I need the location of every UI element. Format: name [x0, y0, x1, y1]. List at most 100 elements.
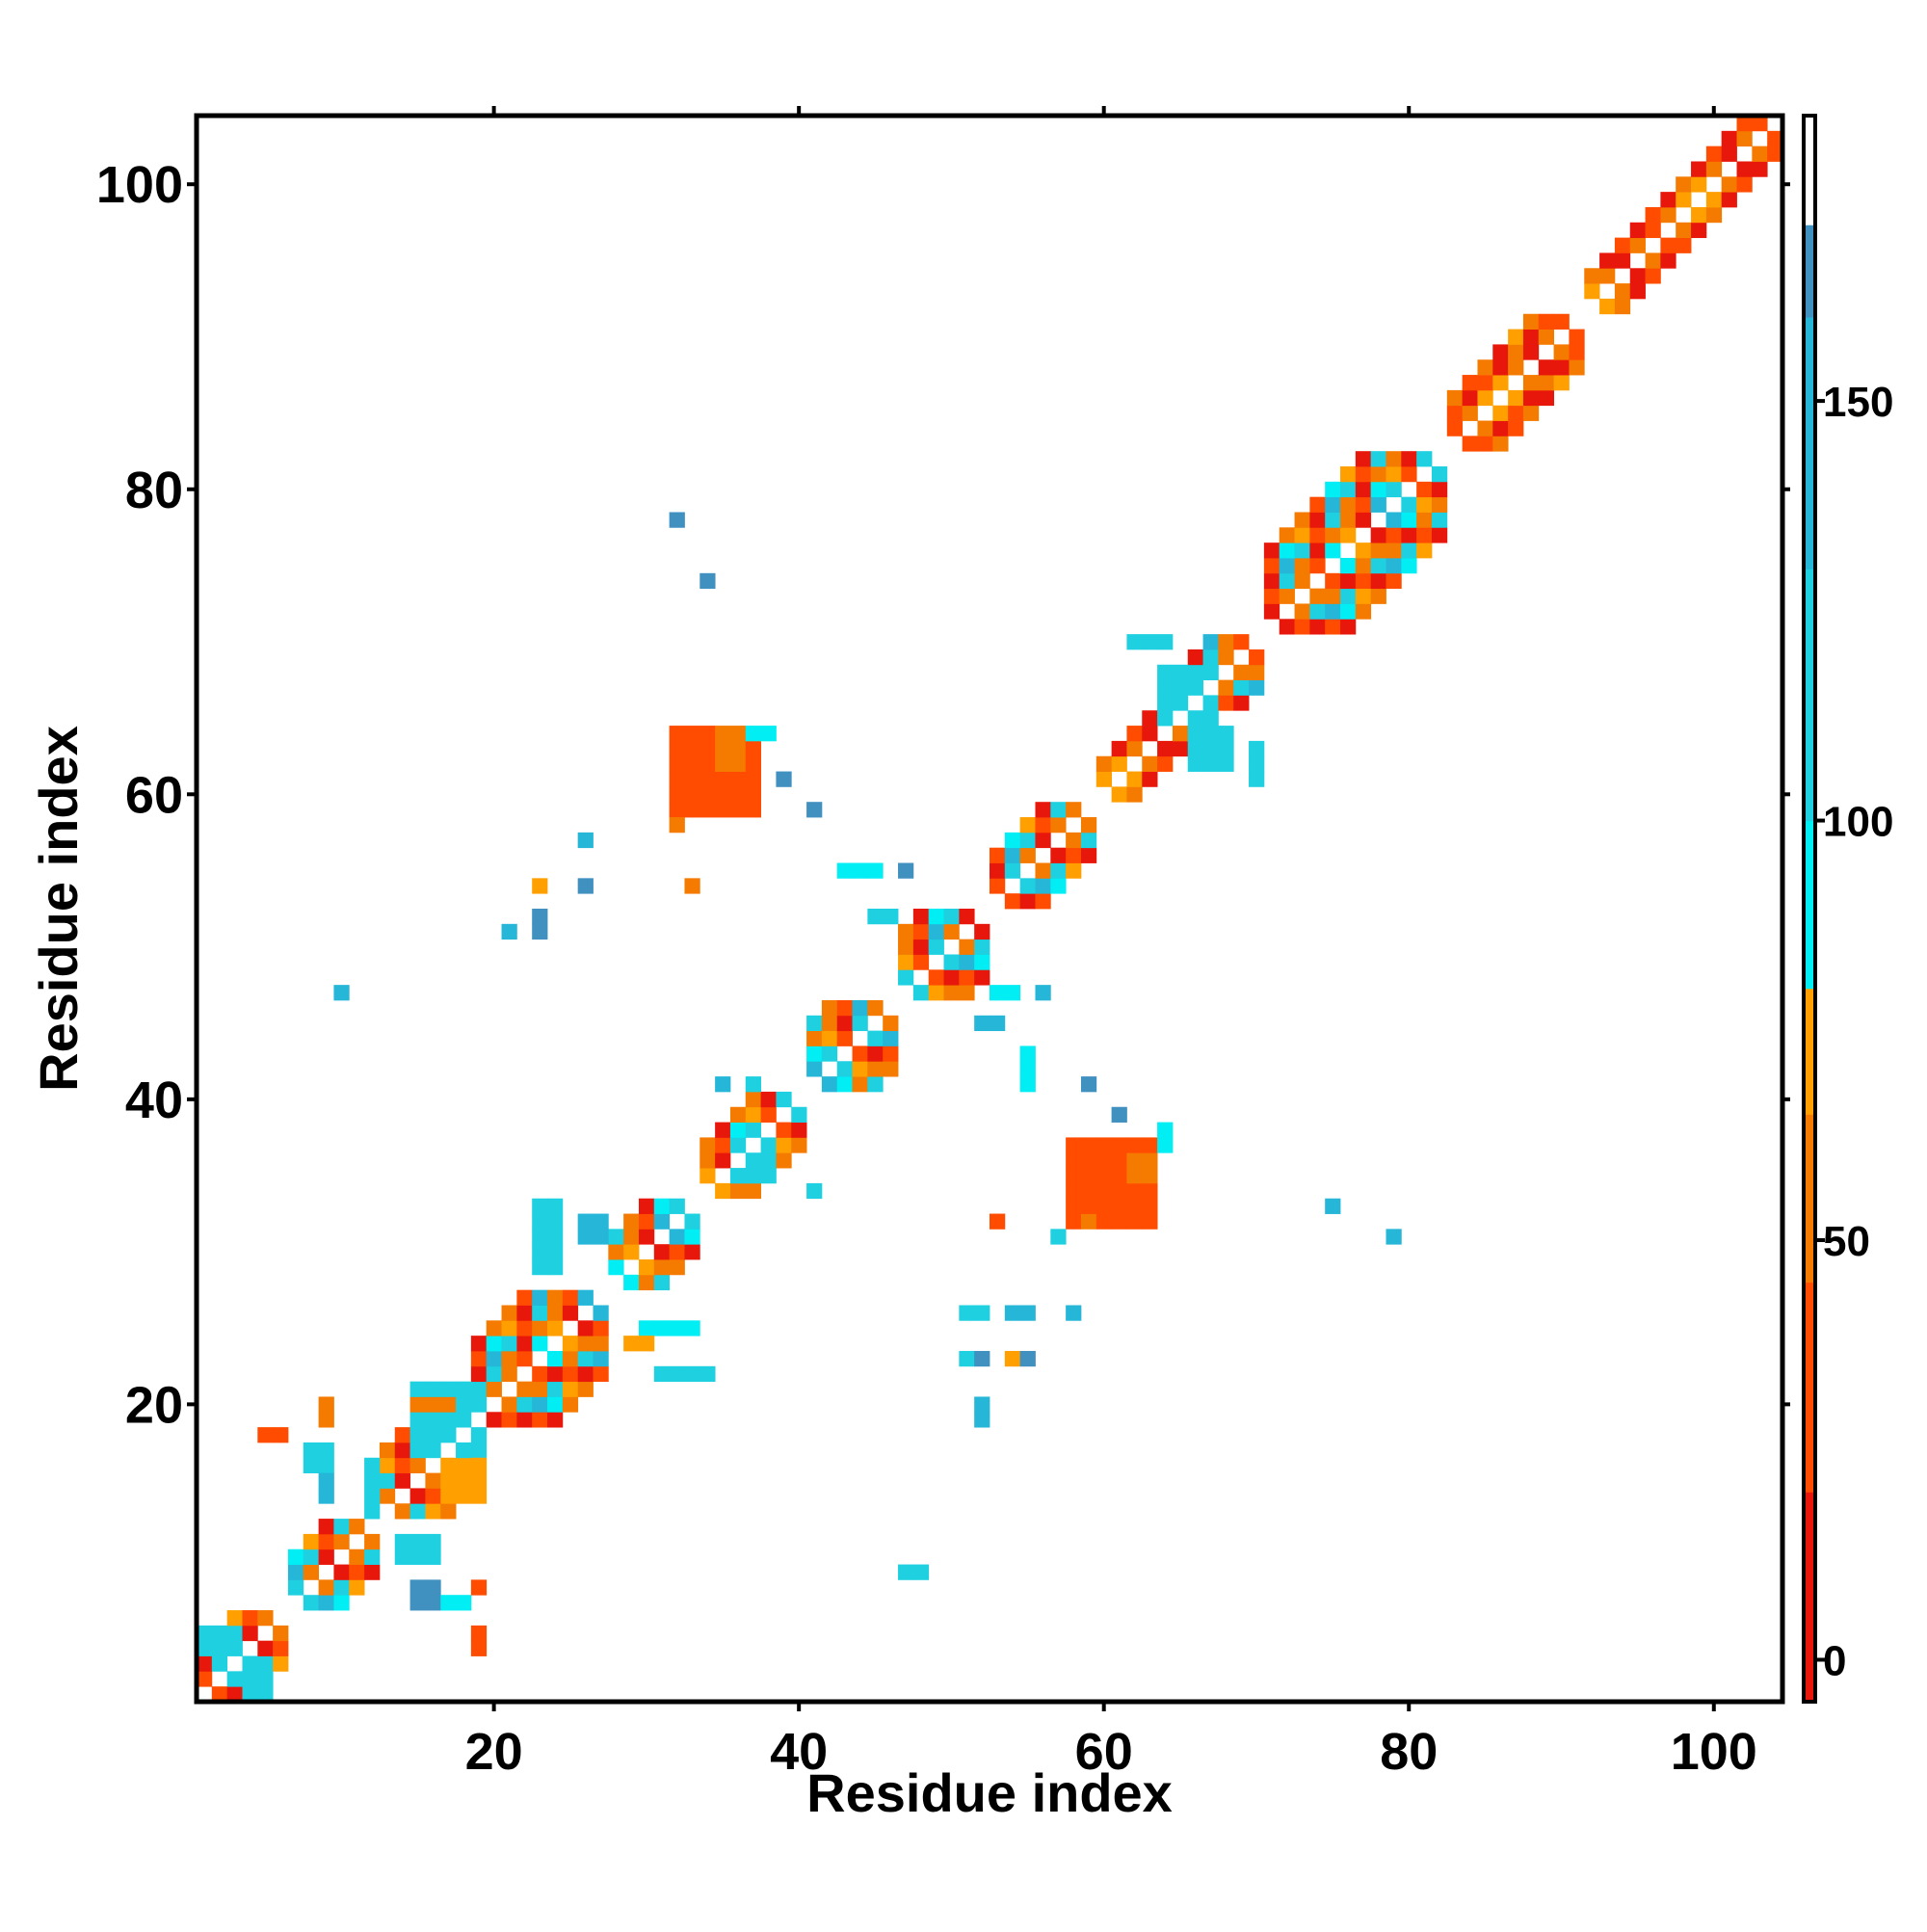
heatmap-cell: [1050, 817, 1067, 834]
heatmap-cell: [242, 1625, 258, 1642]
heatmap-cell: [303, 1595, 320, 1611]
heatmap-cell: [912, 939, 930, 955]
heatmap-cell: [318, 1472, 334, 1489]
heatmap-cell: [1508, 329, 1524, 345]
heatmap-cell: [1553, 344, 1570, 360]
heatmap-cell: [1294, 543, 1310, 559]
heatmap-cell: [883, 1061, 899, 1077]
heatmap-cell: [729, 755, 747, 772]
heatmap-cell: [1218, 755, 1234, 772]
heatmap-cell: [593, 1305, 609, 1321]
heatmap-cell: [273, 1655, 289, 1672]
heatmap-cell: [1569, 329, 1585, 345]
heatmap-cell: [684, 786, 700, 803]
heatmap-cell: [745, 786, 761, 803]
heatmap-cell: [1477, 389, 1493, 407]
colorbar-band: [1804, 569, 1815, 822]
heatmap-cell: [745, 755, 761, 772]
heatmap-cell: [1263, 543, 1280, 559]
colorbar-band: [1804, 116, 1815, 225]
heatmap-cell: [1279, 527, 1295, 543]
heatmap-cell: [1095, 1168, 1113, 1184]
heatmap-cell: [562, 1381, 579, 1397]
heatmap-cell: [1629, 222, 1646, 239]
heatmap-cell: [532, 1305, 548, 1321]
heatmap-cell: [684, 740, 700, 757]
heatmap-cell: [684, 755, 700, 772]
heatmap-cell: [379, 1472, 396, 1489]
heatmap-cell: [715, 1122, 731, 1138]
heatmap-cell: [1676, 192, 1692, 208]
heatmap-cell: [1477, 359, 1493, 376]
heatmap-cell: [700, 1152, 716, 1169]
heatmap-cell: [1249, 664, 1265, 680]
heatmap-cell: [333, 1533, 350, 1550]
heatmap-cell: [349, 1579, 365, 1596]
heatmap-cell: [470, 1625, 488, 1642]
heatmap-cell: [1508, 405, 1524, 421]
heatmap-cell: [745, 726, 761, 742]
heatmap-cell: [974, 969, 990, 986]
heatmap-cell: [1584, 268, 1600, 284]
heatmap-cell: [1660, 206, 1676, 224]
heatmap-cell: [1645, 222, 1661, 239]
heatmap-cell: [1111, 1213, 1127, 1230]
heatmap-cell: [821, 1076, 838, 1093]
heatmap-cell: [547, 1365, 564, 1383]
heatmap-cell: [379, 1488, 396, 1504]
heatmap-cell: [1157, 755, 1174, 772]
heatmap-cell: [700, 572, 716, 590]
heatmap-cell: [486, 1350, 502, 1367]
heatmap-cell: [1721, 192, 1737, 208]
heatmap-cell: [700, 740, 716, 757]
heatmap-cell: [1340, 619, 1357, 635]
heatmap-cell: [729, 1168, 747, 1184]
heatmap-cell: [1111, 740, 1127, 757]
y-tick-label: 60: [125, 766, 183, 824]
heatmap-cell: [745, 1168, 761, 1184]
heatmap-cell: [456, 1472, 472, 1489]
colorbar-tick-label: 0: [1823, 1637, 1846, 1684]
heatmap-cell: [608, 1259, 624, 1276]
heatmap-cell: [409, 1381, 426, 1397]
heatmap-cell: [1080, 1198, 1097, 1214]
heatmap-cell: [1431, 481, 1448, 498]
heatmap-cell: [1202, 755, 1219, 772]
heatmap-cell: [684, 771, 700, 787]
heatmap-cell: [776, 1122, 792, 1138]
heatmap-cell: [1126, 1198, 1143, 1214]
heatmap-cell: [760, 726, 777, 742]
heatmap-cell: [959, 1350, 975, 1367]
heatmap-cell: [197, 1671, 213, 1687]
heatmap-cell: [1004, 893, 1021, 910]
heatmap-cell: [1477, 375, 1493, 391]
heatmap-cell: [1004, 862, 1021, 879]
heatmap-cell: [593, 1229, 609, 1245]
heatmap-cell: [440, 1412, 457, 1428]
heatmap-cell: [577, 1336, 594, 1352]
heatmap-cell: [1294, 512, 1310, 528]
heatmap-cell: [943, 954, 960, 970]
heatmap-cell: [1111, 1168, 1127, 1184]
heatmap-cell: [1187, 679, 1203, 696]
heatmap-cell: [745, 1182, 761, 1200]
heatmap-cell: [1279, 572, 1295, 590]
heatmap-cell: [669, 512, 685, 528]
heatmap-cell: [532, 1213, 548, 1230]
heatmap-cell: [1386, 466, 1402, 483]
heatmap-cell: [547, 1320, 564, 1337]
heatmap-cell: [1066, 1168, 1082, 1184]
heatmap-cell: [1401, 496, 1417, 513]
heatmap-cell: [1736, 116, 1753, 132]
heatmap-cell: [1157, 679, 1174, 696]
heatmap-cell: [791, 1137, 807, 1153]
heatmap-cell: [456, 1488, 472, 1504]
heatmap-cell: [669, 817, 685, 834]
heatmap-cell: [1599, 252, 1616, 269]
heatmap-cell: [1066, 1198, 1082, 1214]
heatmap-cell: [1035, 985, 1051, 1001]
heatmap-cell: [1462, 436, 1478, 452]
heatmap-cell: [1095, 1152, 1113, 1169]
heatmap-cell: [1142, 710, 1158, 727]
heatmap-cell: [959, 1305, 975, 1321]
